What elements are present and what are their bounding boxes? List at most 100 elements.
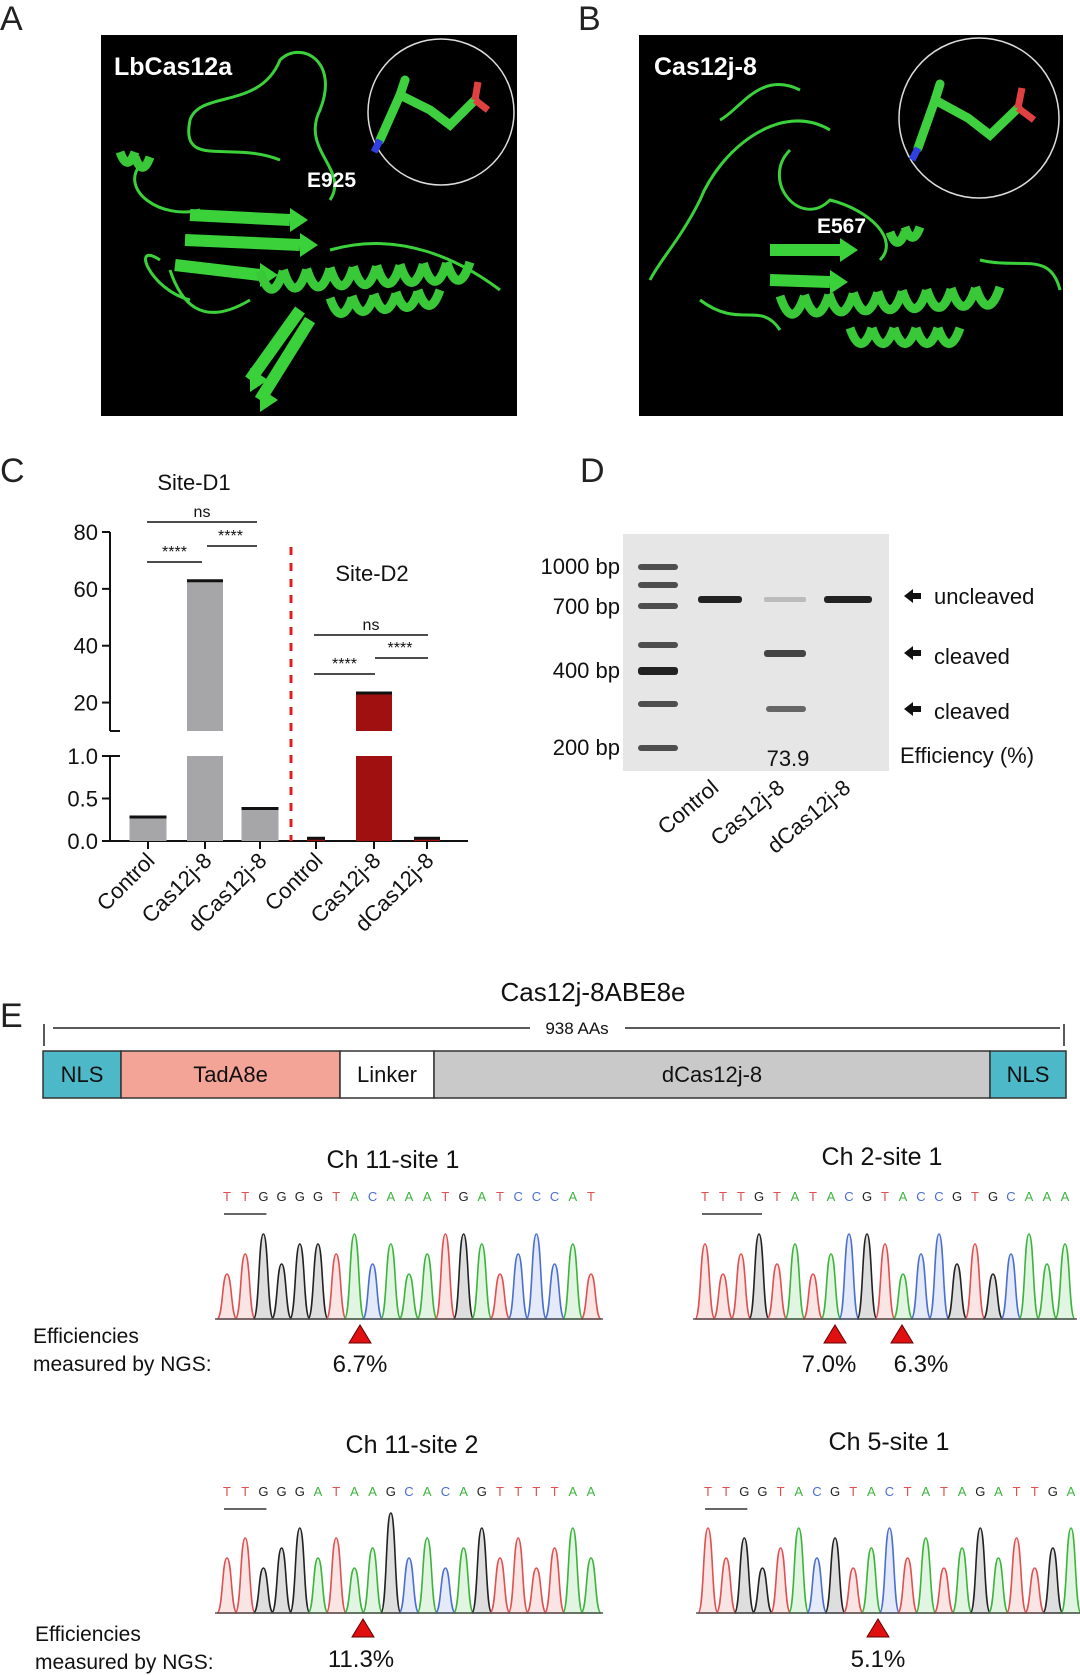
band-uncleaved bbox=[824, 596, 872, 603]
group-title-site-d2: Site-D2 bbox=[335, 561, 408, 586]
trace-peak bbox=[234, 1253, 256, 1320]
trace-peak bbox=[969, 1527, 992, 1614]
y-tick-label: 1.0 bbox=[67, 744, 98, 769]
ngs-efficiency: 5.1% bbox=[851, 1646, 906, 1673]
trace-peak bbox=[216, 1557, 238, 1614]
structure-panel-a: LbCas12a E925 bbox=[101, 35, 517, 416]
trace-peak bbox=[787, 1527, 810, 1614]
trace-peak bbox=[987, 1557, 1010, 1614]
domain-tada8e bbox=[120, 1050, 341, 1099]
base-letter: G bbox=[754, 1189, 764, 1204]
trace-peak bbox=[892, 1273, 914, 1320]
trace-peak bbox=[380, 1512, 402, 1614]
base-letter: C bbox=[916, 1189, 925, 1204]
trace-peak bbox=[452, 1233, 475, 1320]
base-letter: G bbox=[386, 1484, 396, 1499]
trace-peak bbox=[507, 1537, 529, 1614]
y-tick-label: 80 bbox=[74, 520, 98, 545]
panel-label-d: D bbox=[580, 452, 605, 490]
ladder-label: 700 bp bbox=[553, 594, 620, 619]
base-letter: A bbox=[794, 1484, 803, 1499]
arrow-icon bbox=[904, 589, 921, 603]
trace-peak bbox=[580, 1557, 602, 1614]
base-letter: G bbox=[277, 1189, 287, 1204]
significance-label: **** bbox=[162, 544, 187, 561]
trace-peak bbox=[910, 1253, 932, 1320]
base-letter: A bbox=[423, 1484, 432, 1499]
trace-peak bbox=[234, 1537, 256, 1614]
base-letter: G bbox=[1048, 1484, 1058, 1499]
structure-panel-b: Cas12j-8 E567 bbox=[639, 35, 1063, 416]
base-letter: A bbox=[350, 1484, 359, 1499]
base-letter: A bbox=[899, 1189, 908, 1204]
trace-peak bbox=[1054, 1243, 1076, 1320]
trace-1: Ch 11-site 1T T G G G G T A C A A A T G A T C C C A T6.7% bbox=[215, 1146, 603, 1378]
domain-label: NLS bbox=[61, 1062, 104, 1087]
trace-peak bbox=[471, 1527, 493, 1614]
significance-label: **** bbox=[218, 528, 243, 545]
significance-label: ns bbox=[363, 617, 380, 634]
base-letter: T bbox=[223, 1484, 231, 1499]
trace-peak bbox=[270, 1547, 293, 1614]
base-letter: A bbox=[568, 1189, 577, 1204]
trace-peak bbox=[543, 1263, 566, 1320]
base-letter: A bbox=[1061, 1189, 1070, 1204]
trace-peak bbox=[580, 1273, 602, 1320]
trace-peak bbox=[697, 1527, 719, 1614]
trace-peak bbox=[252, 1567, 275, 1614]
trace-peak bbox=[730, 1253, 752, 1320]
trace-peak bbox=[289, 1243, 311, 1320]
gel-image bbox=[623, 534, 889, 771]
trace-peak bbox=[751, 1567, 774, 1614]
trace-peak bbox=[748, 1233, 770, 1320]
bar bbox=[187, 756, 223, 841]
edit-site-triangle-icon bbox=[866, 1618, 890, 1638]
beta-strand bbox=[254, 316, 316, 404]
base-letter: C bbox=[934, 1189, 943, 1204]
zoom-inset-circle bbox=[367, 38, 515, 186]
arrow-icon bbox=[904, 702, 921, 716]
base-letter: C bbox=[812, 1484, 821, 1499]
ngs-label-line1: Efficiencies bbox=[33, 1325, 139, 1348]
domain-nls bbox=[989, 1050, 1067, 1099]
beta-strand bbox=[245, 306, 305, 384]
ladder-band bbox=[638, 745, 678, 751]
alpha-helix bbox=[845, 326, 965, 349]
loop bbox=[133, 50, 501, 314]
trace-peak bbox=[380, 1243, 402, 1320]
band-uncleaved-faint bbox=[764, 597, 806, 602]
efficiency-label: Efficiency (%) bbox=[900, 743, 1034, 768]
base-letter: C bbox=[514, 1189, 523, 1204]
band-uncleaved bbox=[698, 596, 742, 603]
trace-peak bbox=[270, 1263, 293, 1320]
base-letter: A bbox=[1025, 1189, 1034, 1204]
base-letter: G bbox=[295, 1189, 305, 1204]
ladder-band bbox=[638, 667, 678, 675]
trace-peak bbox=[784, 1243, 806, 1320]
trace-peak bbox=[416, 1537, 438, 1614]
residue-sticks bbox=[913, 79, 1023, 153]
trace-peak bbox=[824, 1537, 846, 1614]
ladder-label: 400 bp bbox=[553, 658, 620, 683]
site-title: Ch 11-site 1 bbox=[327, 1146, 460, 1174]
panel-label-b: B bbox=[578, 0, 601, 38]
residue-label-a: E925 bbox=[307, 169, 356, 192]
trace-peak bbox=[874, 1243, 896, 1320]
trace-peak bbox=[361, 1263, 384, 1320]
alpha-helix bbox=[885, 225, 925, 247]
site-title: Ch 2-site 1 bbox=[822, 1143, 943, 1171]
trace-peak bbox=[1023, 1567, 1046, 1614]
ladder-label: 200 bp bbox=[553, 735, 620, 760]
base-letter: A bbox=[1043, 1189, 1052, 1204]
ladder-band bbox=[638, 603, 678, 609]
construct-title: Cas12j-8ABE8e bbox=[501, 977, 686, 1007]
base-letter: T bbox=[532, 1484, 540, 1499]
structure-title-a: LbCas12a bbox=[114, 53, 233, 81]
trace-peak bbox=[1042, 1547, 1064, 1614]
base-letter: C bbox=[441, 1484, 450, 1499]
band-label-cleaved: cleaved bbox=[934, 644, 1010, 669]
base-letter: T bbox=[849, 1484, 857, 1499]
sanger-traces: Ch 11-site 1T T G G G G T A C A A A T G A T C C C A T6.7%Ch … bbox=[215, 1143, 1080, 1673]
trace-peak bbox=[933, 1567, 955, 1614]
ngs-label-line2: measured by NGS: bbox=[33, 1353, 212, 1376]
